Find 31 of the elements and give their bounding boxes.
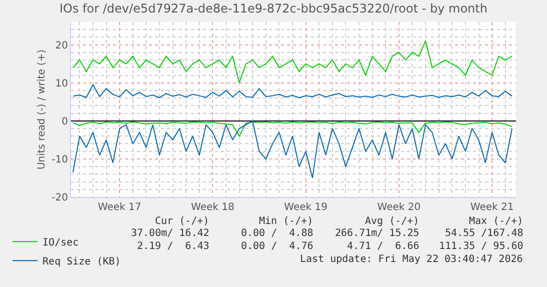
text: 4.71 / 6.66 — [347, 241, 420, 252]
x-tick-label: Week 20 — [377, 202, 421, 213]
y-tick-label: 10 — [55, 78, 68, 90]
x-tick-label: Week 21 — [470, 202, 514, 213]
text: 37.00m/ 16.42 — [131, 228, 210, 239]
y-axis-title: Units read (-) / write (+) — [36, 49, 48, 170]
y-tick-label: -20 — [52, 192, 68, 204]
x-tick-label: Week 17 — [98, 202, 142, 213]
line-series — [72, 84, 513, 98]
chart-title: IOs for /dev/e5d7927a-de8e-11e9-872c-bbc95ac53220/root - by month — [60, 1, 488, 16]
text: Cur (-/+) — [155, 216, 210, 227]
text: 54.55 /167.48 — [445, 228, 524, 239]
legend-label: Req Size (KB) — [42, 256, 121, 268]
x-tick-label: Week 19 — [284, 202, 328, 213]
line-series — [72, 122, 513, 137]
legend-label: IO/sec — [42, 238, 79, 249]
text: Last update: Fri May 22 03:40:47 2026 — [300, 254, 523, 265]
text: 266.71m/ 15.25 — [335, 228, 420, 239]
text: Min (-/+) — [259, 216, 314, 227]
line-series — [72, 120, 513, 178]
y-tick-label: 0 — [62, 116, 68, 128]
line-series — [72, 40, 513, 84]
text: 2.19 / 6.43 — [137, 241, 210, 252]
y-tick-label: 20 — [55, 40, 68, 52]
y-tick-label: -10 — [52, 154, 68, 166]
text: 0.00 / 4.76 — [241, 241, 314, 252]
text: Avg (-/+) — [365, 216, 420, 227]
text: Max (-/+) — [469, 216, 524, 227]
x-tick-label: Week 18 — [191, 202, 234, 213]
text: 111.35 / 95.60 — [439, 241, 524, 252]
text: 0.00 / 4.88 — [241, 228, 314, 239]
